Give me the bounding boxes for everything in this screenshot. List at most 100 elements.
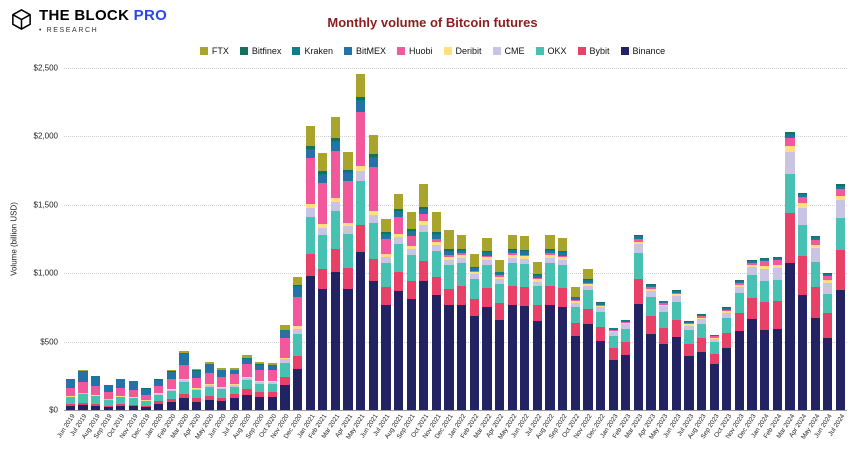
segment-cme [835,200,846,219]
segment-huobi [381,238,391,254]
segment-bitfinex [381,231,391,234]
segment-kraken [734,280,745,282]
segment-bitfinex [532,274,543,276]
bar-jul-2024 [835,184,846,410]
bar-feb-2022 [469,254,479,410]
segment-bitmex [494,273,505,276]
segment-cme [659,306,669,312]
segment-deribit [760,265,770,269]
bar-slot [670,68,683,410]
segment-huobi [78,382,88,393]
segment-huobi [835,188,846,196]
the-block-logo: THE BLOCK PRO • RESEARCH [10,7,167,34]
segment-bitmex [356,102,366,113]
segment-ftx [368,135,378,155]
segment-okx [255,383,265,392]
segment-bitfinex [330,137,341,141]
bar-slot [115,68,128,410]
legend-item-cme[interactable]: CME [492,45,525,56]
y-tick-label: $1,500 [33,200,58,210]
chart-title: Monthly volume of Bitcoin futures [327,15,538,30]
segment-deribit [482,257,492,260]
bar-slot [455,68,468,410]
segment-deribit [722,311,732,313]
brand-pro: PRO [133,7,168,24]
y-tick-label: $0 [49,405,58,415]
bar-slot [506,68,519,410]
logo-text: THE BLOCK PRO • RESEARCH [39,7,167,34]
segment-bitmex [785,135,795,138]
segment-cme [431,245,442,252]
segment-deribit [671,294,681,297]
bars-container [64,68,847,410]
legend-item-binance[interactable]: Binance [620,45,666,56]
segment-deribit [684,324,694,326]
gridline-2500 [64,68,847,69]
segment-kraken [671,290,681,292]
segment-huobi [797,196,808,204]
segment-bitmex [368,158,378,167]
segment-kraken [570,297,580,298]
segment-okx [356,181,366,225]
segment-bybit [406,281,416,299]
segment-binance [406,298,416,410]
segment-bitmex [116,379,126,388]
segment-bitmex [128,381,139,390]
segment-bybit [217,397,227,402]
segment-bitmex [545,250,555,254]
segment-binance [166,402,176,410]
legend-item-deribit[interactable]: Deribit [443,46,482,56]
legend-item-okx[interactable]: OKX [535,46,567,56]
segment-deribit [608,330,618,333]
segment-bybit [469,299,479,317]
segment-binance [507,304,517,410]
segment-bybit [78,402,88,406]
bar-jul-2021 [381,218,391,410]
segment-kraken [583,279,593,281]
bar-nov-2020 [280,325,290,410]
segment-bitmex [696,315,707,317]
y-tick-label: $1,000 [33,268,58,278]
segment-huobi [431,239,442,243]
segment-cme [823,282,833,294]
segment-bitmex [760,260,770,262]
legend-item-bitfinex[interactable]: Bitfinex [239,46,281,56]
legend-item-bitmex[interactable]: BitMEX [343,46,386,56]
segment-ftx [444,229,454,250]
segment-bitmex [242,358,252,365]
legend-label: CME [504,45,525,56]
brand-the-block: THE BLOCK [39,7,130,24]
segment-bybit [431,277,442,296]
segment-binance [204,399,214,410]
bar-may-2021 [356,73,366,410]
segment-huobi [747,262,757,266]
segment-kraken [318,173,328,175]
segment-bybit [179,393,189,399]
bar-slot [834,68,847,410]
segment-kraken [760,259,770,261]
legend-label: Binance [632,45,666,56]
segment-okx [469,279,479,300]
segment-deribit [318,223,328,228]
segment-deribit [393,233,404,238]
segment-kraken [368,157,378,159]
segment-cme [734,286,745,294]
segment-bitmex [381,234,391,239]
segment-ftx [558,237,568,252]
segment-bitfinex [671,289,681,291]
legend-item-ftx[interactable]: FTX [199,45,229,56]
segment-deribit [494,276,505,280]
segment-ftx [406,211,416,230]
segment-deribit [747,265,757,268]
segment-deribit [797,203,808,208]
segment-bybit [659,328,669,344]
bar-apr-2023 [646,284,656,410]
segment-huobi [722,309,732,312]
legend-item-kraken[interactable]: Kraken [292,46,333,56]
segment-bitfinex [785,132,795,134]
legend-label: FTX [211,45,229,56]
legend-item-huobi[interactable]: Huobi [396,46,433,56]
legend-item-bybit[interactable]: Bybit [577,46,610,56]
segment-okx [671,302,681,321]
